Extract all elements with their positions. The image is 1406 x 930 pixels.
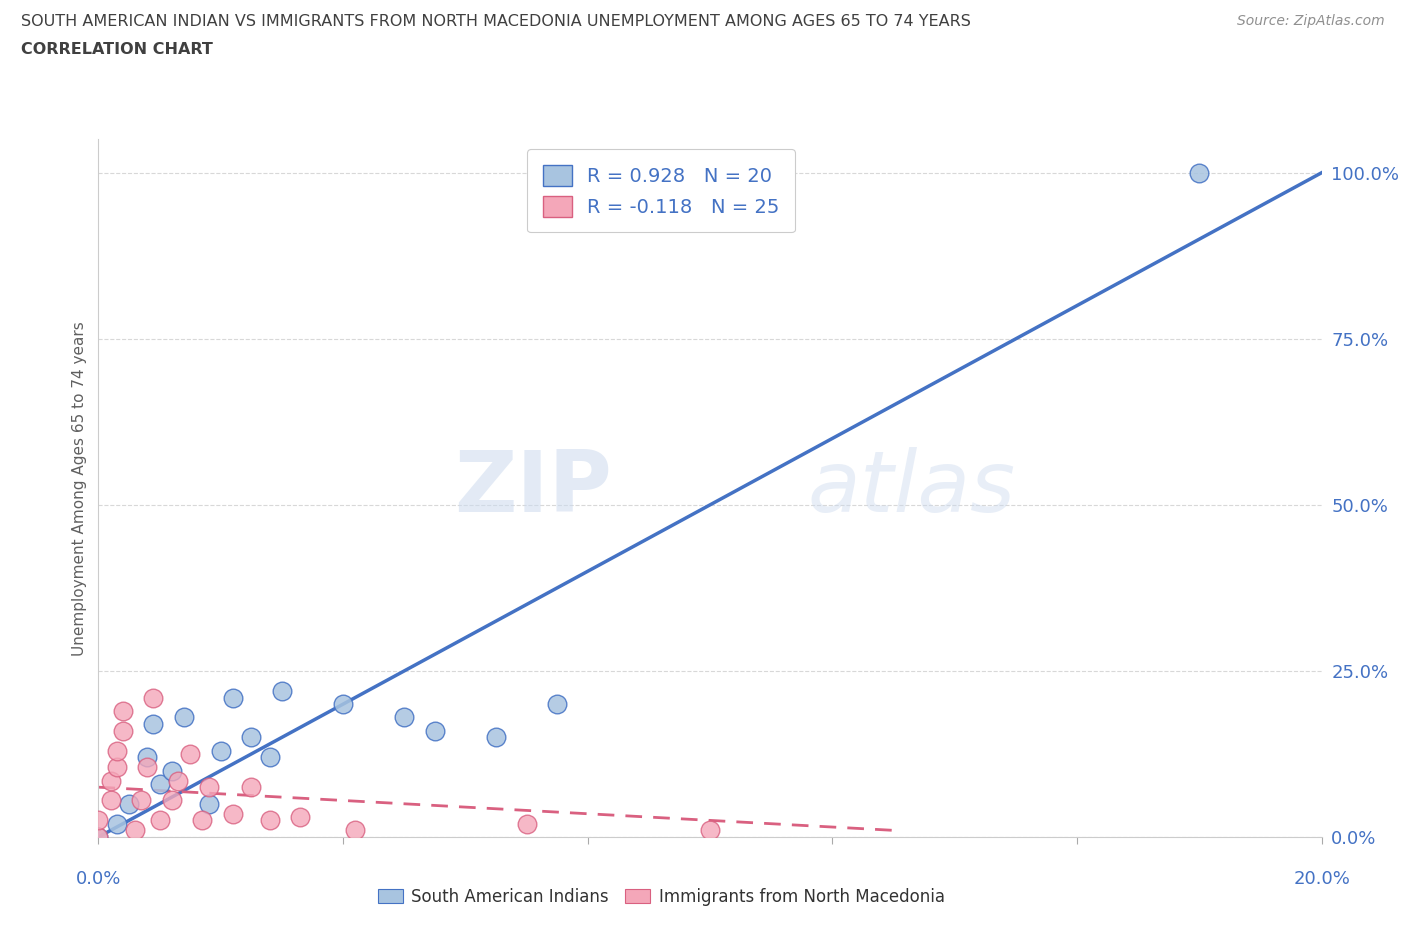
Point <box>179 747 201 762</box>
Point <box>240 779 263 794</box>
Point <box>129 793 152 808</box>
Point <box>87 830 110 844</box>
Text: atlas: atlas <box>808 446 1017 530</box>
Point <box>160 764 183 778</box>
Text: Source: ZipAtlas.com: Source: ZipAtlas.com <box>1237 14 1385 28</box>
Point <box>290 810 312 825</box>
Point <box>209 743 232 758</box>
Point <box>1188 166 1211 180</box>
Text: SOUTH AMERICAN INDIAN VS IMMIGRANTS FROM NORTH MACEDONIA UNEMPLOYMENT AMONG AGES: SOUTH AMERICAN INDIAN VS IMMIGRANTS FROM… <box>21 14 972 29</box>
Point <box>270 684 292 698</box>
Text: ZIP: ZIP <box>454 446 612 530</box>
Point <box>344 823 367 838</box>
Point <box>191 813 214 828</box>
Point <box>699 823 721 838</box>
Point <box>105 760 128 775</box>
Point <box>259 813 281 828</box>
Point <box>332 697 354 711</box>
Point <box>142 717 165 732</box>
Point <box>173 710 195 724</box>
Point <box>222 806 245 821</box>
Point <box>197 796 219 811</box>
Point <box>149 813 172 828</box>
Point <box>111 724 134 738</box>
Y-axis label: Unemployment Among Ages 65 to 74 years: Unemployment Among Ages 65 to 74 years <box>72 321 87 656</box>
Point <box>118 796 141 811</box>
Point <box>485 730 508 745</box>
Text: CORRELATION CHART: CORRELATION CHART <box>21 42 212 57</box>
Point <box>105 817 128 831</box>
Text: 20.0%: 20.0% <box>1294 870 1350 887</box>
Text: 0.0%: 0.0% <box>76 870 121 887</box>
Point <box>87 813 110 828</box>
Point <box>136 760 159 775</box>
Point <box>87 830 110 844</box>
Point <box>197 779 219 794</box>
Legend: South American Indians, Immigrants from North Macedonia: South American Indians, Immigrants from … <box>371 881 952 912</box>
Point <box>105 743 128 758</box>
Point <box>100 773 122 788</box>
Point <box>124 823 146 838</box>
Point <box>149 777 172 791</box>
Point <box>142 690 165 705</box>
Point <box>546 697 568 711</box>
Point <box>136 750 159 764</box>
Point <box>160 793 183 808</box>
Point <box>100 793 122 808</box>
Point <box>259 750 281 764</box>
Point <box>240 730 263 745</box>
Point <box>222 690 245 705</box>
Point <box>167 773 190 788</box>
Point <box>423 724 446 738</box>
Point <box>392 710 416 724</box>
Point <box>111 703 134 718</box>
Point <box>516 817 538 831</box>
